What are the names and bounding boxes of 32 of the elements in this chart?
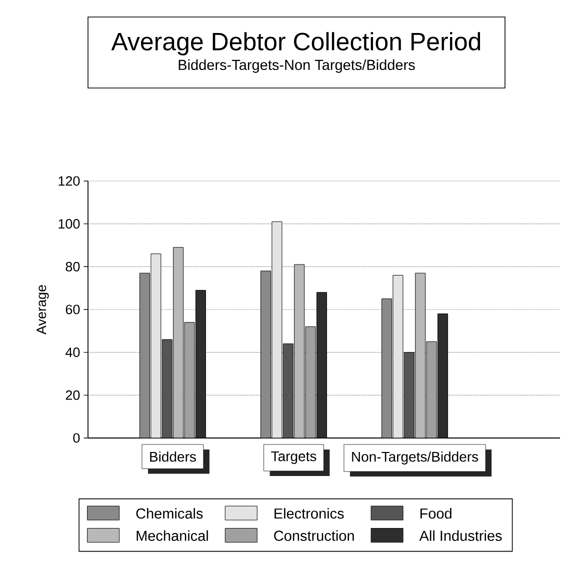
legend-label: Electronics (274, 508, 344, 519)
x-tick-label: Non-Targets/Bidders (352, 451, 478, 465)
bar (173, 247, 184, 438)
bar (438, 314, 448, 438)
bar (282, 344, 294, 438)
y-tick-label: 0 (73, 433, 80, 443)
y-tick-label: 20 (66, 390, 80, 400)
bar (162, 339, 172, 438)
bar (195, 290, 206, 438)
legend-label: All Industries (419, 530, 502, 541)
legend-label: Chemicals (136, 508, 203, 519)
chart-title: Average Debtor Collection Period (111, 32, 480, 56)
bar (316, 292, 327, 438)
legend-label: Construction (274, 530, 354, 541)
bar (139, 272, 150, 438)
y-tick-label: 120 (58, 176, 80, 186)
x-tick-label: Bidders (150, 451, 196, 462)
y-tick-label: 60 (66, 304, 80, 314)
chart-subtitle: Bidders-Targets-Non Targets/Bidders (178, 59, 415, 73)
bar (382, 298, 392, 438)
bar (260, 270, 271, 438)
bar (404, 352, 414, 438)
y-axis-title: Average (36, 285, 49, 334)
legend-label: Food (420, 508, 452, 519)
x-tick-label: Targets (271, 451, 316, 464)
bar (415, 272, 426, 438)
bar (184, 322, 195, 438)
y-tick-label: 40 (65, 348, 80, 358)
bar (294, 264, 305, 438)
y-tick-label: 100 (58, 219, 80, 229)
legend-label: Mechanical (136, 530, 208, 541)
y-tick-label: 80 (66, 262, 80, 272)
